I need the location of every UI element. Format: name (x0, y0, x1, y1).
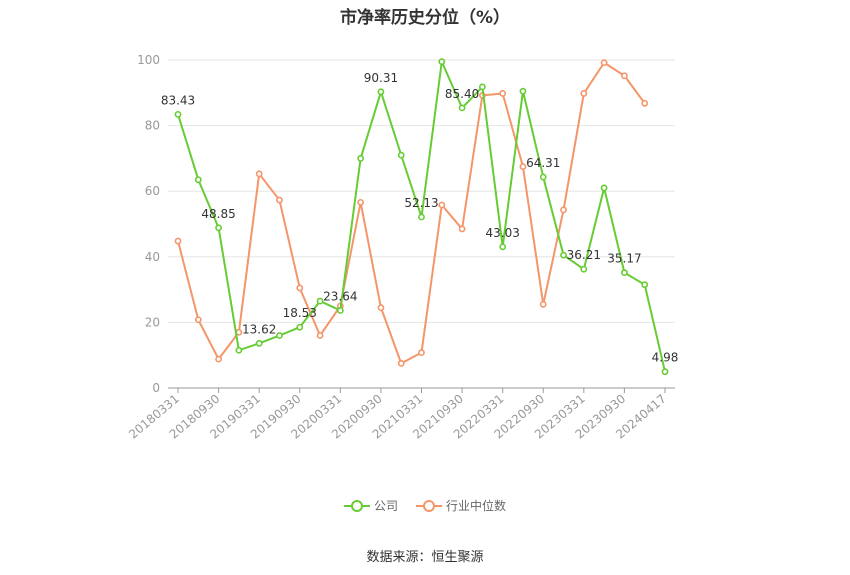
legend-company-marker (343, 499, 370, 512)
industry-point (418, 349, 425, 356)
company-point (661, 368, 669, 376)
company-data-label: 35.17 (607, 252, 641, 266)
industry-point (174, 237, 182, 245)
y-tick-label: 80 (145, 119, 160, 133)
industry-point (296, 284, 304, 292)
company-data-label: 18.53 (283, 306, 317, 320)
company-point (255, 339, 263, 347)
industry-point (600, 59, 608, 67)
y-tick-label: 20 (145, 315, 160, 329)
industry-point (499, 90, 507, 97)
company-point (377, 88, 385, 96)
company-point (215, 224, 222, 232)
company-point (580, 265, 588, 273)
industry-point (539, 300, 547, 308)
company-point (519, 87, 527, 95)
industry-point (519, 163, 527, 170)
industry-point (621, 72, 628, 80)
industry-point (357, 198, 365, 206)
industry-point (560, 206, 567, 214)
legend-industry-label: 行业中位数 (446, 499, 507, 513)
company-point (276, 332, 283, 339)
industry-point (316, 332, 324, 339)
company-point (194, 176, 202, 184)
company-data-label: 48.85 (201, 207, 235, 221)
company-point (641, 281, 649, 289)
company-data-label: 36.21 (567, 248, 601, 262)
company-point (438, 58, 446, 66)
company-data-label: 13.62 (242, 322, 276, 336)
company-point (316, 297, 324, 305)
industry-series-line (177, 61, 646, 365)
company-point (418, 213, 425, 221)
legend-company-label: 公司 (373, 499, 398, 513)
industry-point (255, 170, 263, 178)
y-tick-label: 60 (145, 184, 160, 198)
company-point (357, 154, 365, 162)
y-tick-label: 0 (152, 381, 160, 395)
company-data-label: 23.64 (323, 289, 357, 303)
company-point (174, 110, 182, 118)
company-data-label: 83.43 (161, 93, 195, 107)
company-point (621, 269, 628, 277)
grid-lines (168, 59, 675, 323)
industry-point (377, 304, 385, 312)
series-lines (174, 58, 669, 376)
company-point (397, 151, 405, 159)
company-point (235, 346, 243, 354)
source-note: 数据来源：恒生聚源 (366, 550, 484, 565)
company-point (296, 323, 304, 331)
company-point (336, 307, 344, 314)
legend-item-company[interactable]: 公司 (343, 497, 398, 514)
industry-point (397, 359, 405, 367)
company-data-label: 52.13 (404, 196, 438, 210)
company-point (600, 184, 608, 192)
industry-point (458, 225, 466, 233)
company-point (560, 251, 567, 259)
company-data-label: 4.98 (652, 351, 679, 365)
industry-point (438, 201, 446, 209)
company-data-label: 90.31 (364, 71, 398, 85)
company-point (539, 173, 547, 181)
industry-point (276, 196, 283, 204)
line-chart: 0204060801002018033120180930201903312019… (126, 53, 679, 442)
company-data-label: 85.40 (445, 87, 479, 101)
y-tick-label: 100 (137, 53, 160, 67)
legend-industry-marker (416, 499, 442, 512)
industry-point (641, 99, 649, 107)
industry-point (215, 355, 222, 363)
company-point (478, 83, 486, 91)
chart-title: 市净率历史分位（%） (339, 8, 511, 28)
company-data-label: 43.03 (485, 226, 519, 240)
industry-point (580, 90, 588, 97)
company-point (499, 243, 507, 251)
legend-item-industry-median[interactable]: 行业中位数 (416, 497, 506, 514)
y-tick-label: 40 (145, 250, 160, 264)
company-point (458, 104, 466, 112)
industry-point (194, 316, 202, 324)
data-labels: 83.43 48.85 13.62 18.53 23.64 90.31 52.13 85.40… (161, 71, 679, 365)
company-data-label: 64.31 (526, 156, 560, 170)
legend: 公司 行业中位数 (0, 497, 850, 514)
